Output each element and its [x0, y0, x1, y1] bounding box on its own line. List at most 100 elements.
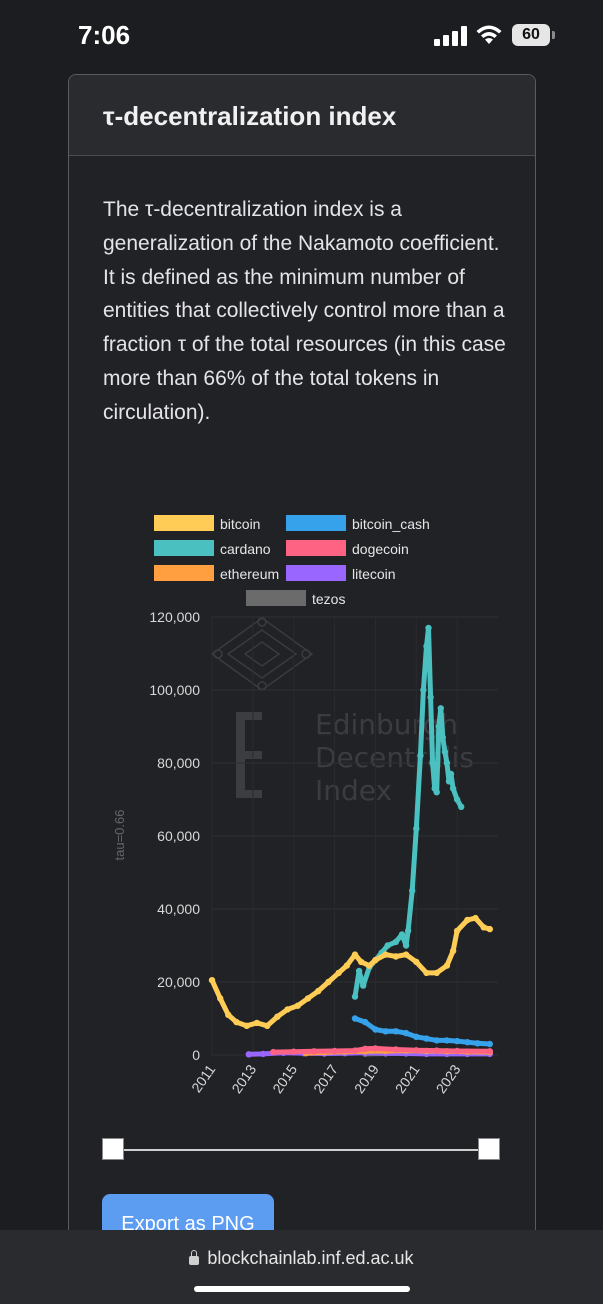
data-point-cardano [437, 705, 444, 712]
watermark-line-3: Index [315, 774, 392, 807]
data-point-cardano [433, 789, 440, 796]
range-slider[interactable] [102, 1136, 500, 1164]
legend-swatch[interactable] [154, 515, 214, 531]
data-point-cardano [458, 803, 465, 810]
data-point-cardano [439, 734, 446, 741]
data-point-bitcoin [351, 951, 359, 958]
data-point-bitcoin_cash [486, 1040, 493, 1048]
data-point-cardano [427, 694, 434, 701]
legend-item-dogecoin[interactable]: dogecoin [286, 540, 409, 557]
slider-track[interactable] [114, 1149, 488, 1151]
legend-item-ethereum[interactable]: ethereum [154, 565, 279, 582]
data-point-bitcoin [243, 1022, 250, 1029]
data-point-cardano [402, 942, 410, 949]
y-tick-label: 120,000 [149, 609, 200, 625]
legend-swatch[interactable] [286, 515, 346, 531]
card-header: τ-decentralization index [69, 75, 535, 156]
data-point-bitcoin [217, 995, 224, 1002]
data-point-cardano [398, 931, 406, 938]
slider-left-handle[interactable] [102, 1138, 124, 1160]
legend-item-bitcoin[interactable]: bitcoin [154, 515, 260, 532]
y-tick-label: 60,000 [157, 828, 200, 844]
data-point-bitcoin [443, 962, 451, 969]
y-tick-label: 80,000 [157, 755, 200, 771]
data-point-cardano [425, 624, 432, 632]
data-point-cardano [443, 759, 451, 767]
data-point-dogecoin [392, 1046, 400, 1053]
legend-item-tezos[interactable]: tezos [246, 590, 345, 607]
data-point-cardano [441, 748, 449, 756]
data-point-cardano [447, 770, 455, 778]
data-point-bitcoin_cash [464, 1039, 471, 1046]
slider-right-handle[interactable] [478, 1138, 500, 1160]
data-point-dogecoin [453, 1047, 461, 1055]
data-point-bitcoin [392, 953, 400, 960]
legend-item-cardano[interactable]: cardano [154, 540, 271, 557]
data-point-bitcoin_cash [413, 1033, 420, 1041]
series-line-bitcoin [209, 915, 493, 1029]
data-point-bitcoin_cash [362, 1018, 369, 1026]
x-tick-label: 2017 [310, 1061, 341, 1096]
legend-label[interactable]: bitcoin_cash [352, 516, 430, 532]
url-text[interactable]: blockchainlab.inf.ed.ac.uk [0, 1248, 603, 1269]
y-tick-label: 0 [192, 1047, 200, 1063]
data-point-bitcoin [402, 951, 410, 958]
data-point-bitcoin_cash [382, 1028, 389, 1035]
data-point-bitcoin_cash [474, 1040, 481, 1047]
data-point-cardano [420, 686, 427, 694]
status-bar: 7:06 60 [0, 0, 603, 70]
data-point-cardano [429, 759, 436, 767]
legend-swatch[interactable] [286, 540, 346, 556]
data-point-cardano [453, 796, 461, 803]
data-point-cardano [435, 723, 442, 730]
card-title: τ-decentralization index [103, 101, 397, 131]
url-label: blockchainlab.inf.ed.ac.uk [207, 1248, 414, 1268]
data-point-bitcoin [264, 1022, 271, 1029]
legend-swatch[interactable] [246, 590, 306, 606]
data-point-bitcoin [480, 924, 487, 931]
data-point-bitcoin [325, 978, 332, 986]
data-point-litecoin [245, 1051, 252, 1058]
legend-label[interactable]: ethereum [220, 566, 279, 582]
chart-series [208, 624, 493, 1058]
legend-item-bitcoin_cash[interactable]: bitcoin_cash [286, 515, 430, 532]
data-point-bitcoin [284, 1006, 291, 1013]
battery-icon: 60 [512, 24, 550, 46]
data-point-dogecoin [433, 1047, 440, 1054]
lock-icon [189, 1250, 200, 1265]
home-indicator[interactable] [194, 1286, 410, 1292]
data-point-cardano [355, 967, 363, 975]
legend-item-litecoin[interactable]: litecoin [286, 565, 396, 582]
legend-label[interactable]: dogecoin [352, 541, 409, 557]
legend-label[interactable]: bitcoin [220, 516, 260, 532]
data-point-bitcoin [274, 1013, 281, 1020]
data-point-bitcoin [464, 916, 471, 924]
legend-swatch[interactable] [154, 565, 214, 581]
data-point-bitcoin_cash [351, 1015, 359, 1022]
data-point-dogecoin [372, 1045, 379, 1052]
data-point-bitcoin [423, 969, 430, 977]
data-point-bitcoin_cash [372, 1026, 379, 1033]
index-card: τ-decentralization index The τ-decentral… [68, 74, 536, 1276]
data-point-dogecoin [362, 1045, 369, 1053]
battery-tip [552, 31, 555, 39]
data-point-cardano [449, 785, 457, 792]
legend-swatch[interactable] [154, 540, 214, 556]
data-point-cardano [409, 887, 416, 894]
data-point-bitcoin [449, 947, 457, 955]
legend-label[interactable]: cardano [220, 541, 271, 557]
legend-label[interactable]: tezos [312, 591, 345, 607]
data-point-bitcoin [486, 925, 493, 933]
data-point-bitcoin [453, 927, 461, 935]
x-tick-label: 2023 [433, 1061, 464, 1096]
data-point-cardano [404, 927, 412, 935]
data-point-bitcoin [233, 1018, 240, 1026]
series-line-cardano [352, 625, 464, 1000]
legend-label[interactable]: litecoin [352, 566, 396, 582]
legend-swatch[interactable] [286, 565, 346, 581]
data-point-bitcoin_cash [433, 1037, 440, 1044]
data-point-cardano [360, 982, 367, 989]
x-tick-label: 2015 [269, 1061, 300, 1096]
browser-url-bar[interactable]: blockchainlab.inf.ed.ac.uk [0, 1230, 603, 1304]
